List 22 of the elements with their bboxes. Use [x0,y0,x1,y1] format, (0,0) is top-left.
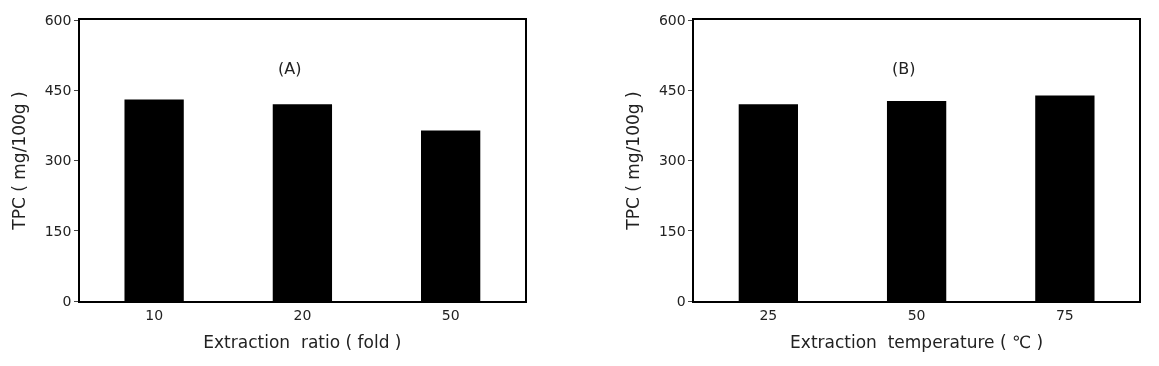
x-tick-label: 10 [145,306,164,323]
y-tick-label: 300 [44,152,72,169]
y-tick-label: 300 [658,152,686,169]
y-axis-title: TPC ( mg/100g ) [8,91,29,231]
y-tick-label: 450 [658,82,686,99]
x-tick-label: 25 [759,306,778,323]
x-tick-label: 50 [441,306,460,323]
x-tick-label: 75 [1055,306,1074,323]
y-tick-label: 600 [658,11,686,28]
x-axis-title: Extraction temperature ( ℃ ) [790,332,1044,353]
x-axis-title: Extraction ratio ( fold ) [203,332,402,353]
annotation: (B) [892,59,916,78]
x-tick-label: 20 [293,306,312,323]
y-tick-label: 150 [44,222,72,239]
y-tick-label: 150 [658,222,686,239]
x-tick-label: 50 [907,306,926,323]
y-tick-label: 450 [44,82,72,99]
annotation: (A) [278,59,302,78]
y-tick-label: 0 [62,292,72,309]
y-tick-label: 0 [676,292,686,309]
y-axis-title: TPC ( mg/100g ) [622,91,643,231]
y-tick-label: 600 [44,11,72,28]
